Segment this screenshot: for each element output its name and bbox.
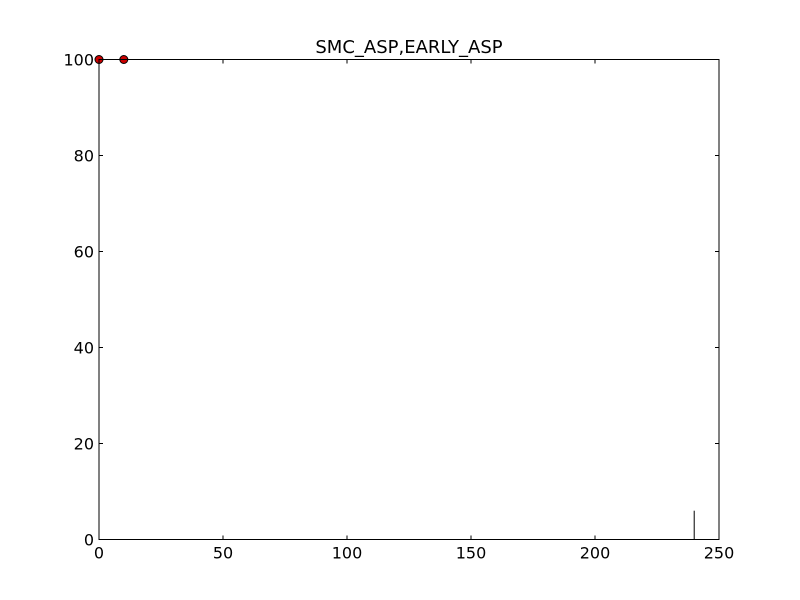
plot-frame — [98, 59, 720, 540]
y-tick-label: 40 — [74, 339, 94, 358]
y-tick-label: 0 — [84, 531, 94, 550]
y-tick-label: 60 — [74, 243, 94, 262]
y-tick-label: 80 — [74, 147, 94, 166]
x-tick-label: 100 — [332, 544, 363, 563]
y-tick-label: 100 — [63, 51, 94, 70]
x-tick-label: 0 — [94, 544, 104, 563]
data-marks — [94, 55, 695, 540]
x-tick-label: 50 — [213, 544, 233, 563]
x-tick-label: 250 — [704, 544, 735, 563]
y-tick-label: 20 — [74, 435, 94, 454]
chart-title: SMC_ASP,EARLY_ASP — [315, 37, 502, 58]
x-tick-label: 200 — [580, 544, 611, 563]
axis-ticks: 0 50 100 150 200 250 0 20 40 60 80 100 — [63, 51, 734, 563]
x-tick-label: 150 — [456, 544, 487, 563]
